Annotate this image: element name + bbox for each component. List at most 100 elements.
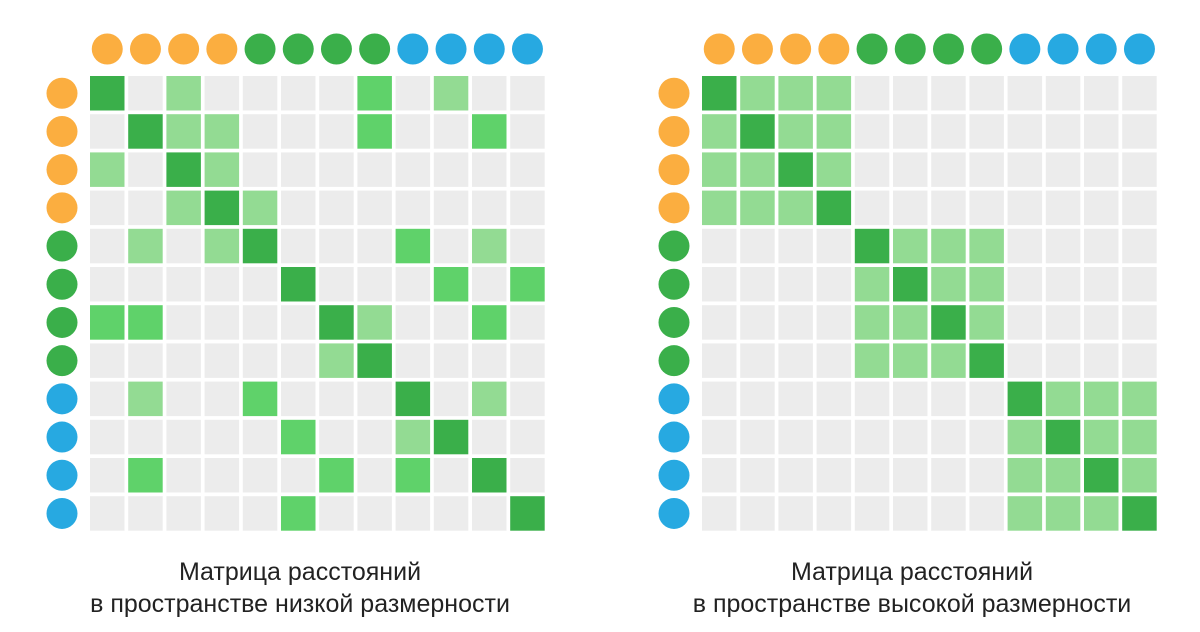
matrix-cell bbox=[816, 152, 852, 187]
high-dim-distance-matrix bbox=[658, 33, 1157, 531]
matrix-cell bbox=[1122, 458, 1157, 493]
matrix-cell bbox=[204, 305, 240, 340]
row-point-orange bbox=[658, 115, 690, 147]
matrix-cell bbox=[510, 381, 545, 417]
matrix-cell bbox=[90, 267, 125, 302]
matrix-cell bbox=[242, 343, 278, 378]
matrix-cell bbox=[128, 343, 163, 378]
matrix-cell bbox=[778, 419, 813, 455]
matrix-cell bbox=[319, 496, 354, 531]
matrix-cell bbox=[1007, 76, 1043, 111]
matrix-cell bbox=[1084, 496, 1119, 531]
column-point-orange bbox=[818, 33, 850, 65]
matrix-cell bbox=[510, 496, 545, 531]
matrix-cell bbox=[357, 496, 392, 531]
matrix-cell bbox=[740, 228, 775, 264]
matrix-cell bbox=[893, 381, 928, 417]
matrix-cell bbox=[969, 343, 1004, 378]
matrix-cell bbox=[128, 190, 163, 226]
matrix-cell bbox=[510, 76, 545, 111]
matrix-cell bbox=[931, 496, 966, 531]
matrix-cell bbox=[702, 228, 737, 264]
matrix-cell bbox=[128, 458, 163, 493]
row-point-orange bbox=[46, 154, 78, 186]
matrix-cell bbox=[319, 114, 354, 149]
matrix-cell bbox=[433, 343, 469, 378]
matrix-cell bbox=[281, 76, 316, 111]
matrix-cell bbox=[1045, 343, 1081, 378]
matrix-cell bbox=[969, 76, 1004, 111]
matrix-cell bbox=[702, 419, 737, 455]
column-point-green bbox=[894, 33, 926, 65]
matrix-cell bbox=[90, 152, 125, 187]
row-point-orange bbox=[46, 115, 78, 147]
matrix-cell bbox=[395, 458, 431, 493]
matrix-cell bbox=[357, 114, 392, 149]
matrix-cell bbox=[433, 381, 469, 417]
matrix-cell bbox=[281, 152, 316, 187]
row-point-green bbox=[46, 268, 78, 300]
matrix-cell bbox=[242, 114, 278, 149]
matrix-cell bbox=[472, 496, 507, 531]
matrix-cell bbox=[816, 305, 852, 340]
matrix-cell bbox=[1122, 152, 1157, 187]
matrix-cell bbox=[1045, 152, 1081, 187]
row-point-green bbox=[658, 306, 690, 338]
matrix-cell bbox=[128, 305, 163, 340]
column-point-green bbox=[320, 33, 352, 65]
matrix-cell bbox=[854, 267, 890, 302]
matrix-cell bbox=[204, 343, 240, 378]
matrix-cell bbox=[816, 343, 852, 378]
matrix-cell bbox=[242, 305, 278, 340]
row-point-blue bbox=[658, 497, 690, 529]
column-point-green bbox=[359, 33, 391, 65]
matrix-cell bbox=[893, 114, 928, 149]
matrix-cell bbox=[166, 114, 201, 149]
matrix-cell bbox=[778, 458, 813, 493]
matrix-cell bbox=[433, 190, 469, 226]
matrix-cell bbox=[893, 267, 928, 302]
matrix-cell bbox=[472, 190, 507, 226]
column-point-green bbox=[971, 33, 1003, 65]
matrix-cell bbox=[893, 76, 928, 111]
matrix-cell bbox=[357, 458, 392, 493]
matrix-cell bbox=[395, 190, 431, 226]
matrix-cell bbox=[510, 267, 545, 302]
matrix-cell bbox=[510, 458, 545, 493]
matrix-cell bbox=[1084, 343, 1119, 378]
column-point-green bbox=[244, 33, 276, 65]
column-point-blue bbox=[435, 33, 467, 65]
matrix-cell bbox=[395, 381, 431, 417]
matrix-cell bbox=[166, 458, 201, 493]
matrix-cell bbox=[702, 76, 737, 111]
matrix-cell bbox=[319, 419, 354, 455]
matrix-cell bbox=[854, 152, 890, 187]
matrix-cell bbox=[242, 458, 278, 493]
matrix-cell bbox=[854, 458, 890, 493]
matrix-cell bbox=[472, 152, 507, 187]
matrix-cell bbox=[893, 152, 928, 187]
matrix-cell bbox=[242, 190, 278, 226]
matrix-cell bbox=[472, 114, 507, 149]
low-dim-caption: Матрица расстояний в пространстве низкой… bbox=[0, 556, 600, 620]
matrix-cell bbox=[166, 228, 201, 264]
row-point-green bbox=[46, 345, 78, 377]
matrix-cell bbox=[1007, 419, 1043, 455]
matrix-cell bbox=[969, 228, 1004, 264]
column-point-orange bbox=[741, 33, 773, 65]
matrix-cell bbox=[702, 458, 737, 493]
matrix-cell bbox=[472, 228, 507, 264]
matrix-cell bbox=[1007, 267, 1043, 302]
high-dim-caption-line1: Матрица расстояний bbox=[790, 558, 1034, 586]
matrix-cell bbox=[740, 152, 775, 187]
matrix-cell bbox=[931, 419, 966, 455]
matrix-cell bbox=[931, 190, 966, 226]
matrix-cell bbox=[1007, 343, 1043, 378]
matrix-cell bbox=[1122, 114, 1157, 149]
matrix-cell bbox=[1084, 305, 1119, 340]
matrix-cell bbox=[816, 419, 852, 455]
matrix-cell bbox=[1007, 381, 1043, 417]
matrix-cell bbox=[1122, 228, 1157, 264]
matrix-cell bbox=[166, 419, 201, 455]
matrix-cell bbox=[242, 496, 278, 531]
